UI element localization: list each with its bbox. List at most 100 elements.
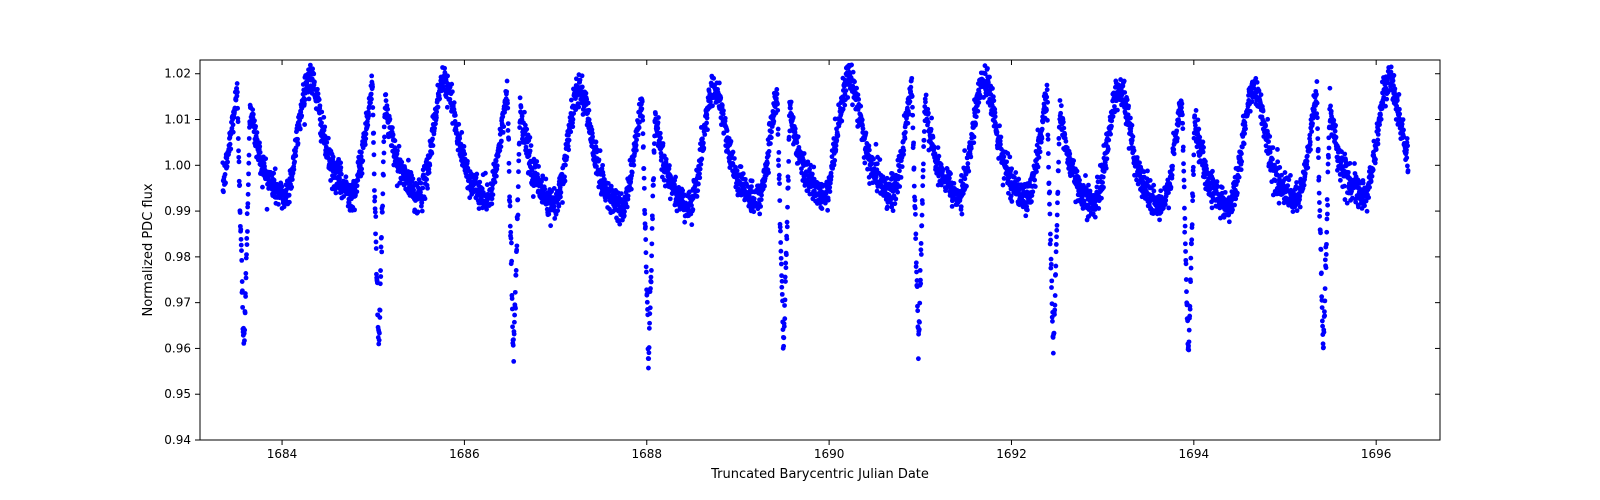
data-point: [1056, 160, 1061, 165]
data-point: [289, 185, 294, 190]
data-point: [1346, 170, 1351, 175]
data-point: [1181, 145, 1186, 150]
data-point: [457, 136, 462, 141]
data-point: [235, 90, 240, 95]
data-point: [1055, 213, 1060, 218]
data-point: [827, 185, 832, 190]
data-point: [1111, 114, 1116, 119]
data-point: [381, 159, 386, 164]
data-point: [936, 145, 941, 150]
data-point: [1191, 165, 1196, 170]
data-point: [511, 343, 516, 348]
data-point: [563, 163, 568, 168]
data-point: [251, 112, 256, 117]
data-point: [1182, 230, 1187, 235]
data-point: [423, 196, 428, 201]
data-point: [1298, 205, 1303, 210]
data-point: [1268, 150, 1273, 155]
data-point: [914, 260, 919, 265]
data-point: [766, 170, 771, 175]
data-point: [559, 190, 564, 195]
data-point: [1058, 111, 1063, 116]
data-point: [580, 73, 585, 78]
data-point: [1201, 145, 1206, 150]
data-point: [776, 163, 781, 168]
data-point: [783, 279, 788, 284]
data-point: [680, 188, 685, 193]
data-point: [641, 166, 646, 171]
data-point: [1077, 178, 1082, 183]
data-point: [998, 142, 1003, 147]
data-point: [501, 124, 506, 129]
data-point: [767, 149, 772, 154]
x-tick-label: 1688: [631, 447, 662, 461]
data-point: [483, 171, 488, 176]
data-point: [514, 268, 519, 273]
data-point: [1184, 277, 1189, 282]
data-point: [1048, 232, 1053, 237]
data-point: [1131, 134, 1136, 139]
data-point: [258, 150, 263, 155]
data-point: [689, 222, 694, 227]
data-point: [921, 175, 926, 180]
data-point: [377, 315, 382, 320]
data-point: [1270, 145, 1275, 150]
data-point: [778, 229, 783, 234]
data-point: [1174, 128, 1179, 133]
data-point: [796, 134, 801, 139]
data-point: [1270, 157, 1275, 162]
data-point: [1324, 242, 1329, 247]
data-point: [695, 188, 700, 193]
data-point: [1052, 312, 1057, 317]
data-point: [1326, 162, 1331, 167]
data-point: [667, 163, 672, 168]
data-point: [516, 158, 521, 163]
data-point: [1190, 198, 1195, 203]
data-point: [1215, 179, 1220, 184]
data-point: [262, 164, 267, 169]
data-point: [235, 81, 240, 86]
data-point: [584, 91, 589, 96]
data-point: [1180, 126, 1185, 131]
data-point: [649, 280, 654, 285]
data-point: [1180, 121, 1185, 126]
data-point: [236, 155, 241, 160]
data-point: [900, 164, 905, 169]
data-point: [1317, 200, 1322, 205]
data-point: [725, 128, 730, 133]
data-point: [1326, 155, 1331, 160]
data-point: [1327, 86, 1332, 91]
data-point: [374, 240, 379, 245]
data-point: [1038, 149, 1043, 154]
data-point: [779, 262, 784, 267]
data-point: [852, 79, 857, 84]
data-point: [948, 171, 953, 176]
y-tick-label: 1.01: [164, 113, 191, 127]
data-point: [490, 196, 495, 201]
data-point: [987, 75, 992, 80]
data-point: [697, 171, 702, 176]
data-point: [1327, 146, 1332, 151]
data-point: [916, 356, 921, 361]
data-point: [807, 167, 812, 172]
data-point: [1342, 152, 1347, 157]
data-point: [1044, 108, 1049, 113]
data-point: [921, 144, 926, 149]
data-point: [580, 85, 585, 90]
y-tick-label: 0.99: [164, 204, 191, 218]
data-point: [782, 316, 787, 321]
data-point: [771, 119, 776, 124]
data-point: [1052, 308, 1057, 313]
data-point: [1322, 298, 1327, 303]
data-point: [625, 205, 630, 210]
x-tick-label: 1696: [1361, 447, 1392, 461]
data-point: [1055, 223, 1060, 228]
data-point: [769, 129, 774, 134]
data-point: [363, 136, 368, 141]
data-point: [1325, 170, 1330, 175]
x-tick-label: 1686: [449, 447, 480, 461]
data-point: [1049, 257, 1054, 262]
data-point: [1291, 209, 1296, 214]
data-point: [388, 117, 393, 122]
data-point: [682, 220, 687, 225]
